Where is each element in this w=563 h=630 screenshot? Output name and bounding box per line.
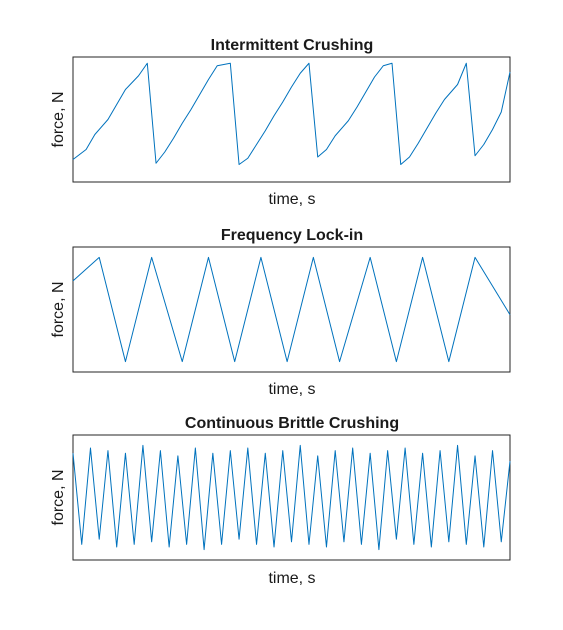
subplot-1-ylabel: force, N [50, 91, 67, 147]
subplot-2-ylabel: force, N [50, 281, 67, 337]
subplot-2-axes-box [72, 246, 511, 373]
subplot-2-title: Frequency Lock-in [221, 227, 363, 244]
subplot-3-title: Continuous Brittle Crushing [185, 415, 399, 432]
subplot-1-plot-area [72, 62, 511, 165]
subplot-1-title: Intermittent Crushing [211, 37, 374, 54]
subplot-3-plot-area [72, 444, 511, 551]
subplot-continuous-brittle-crushing: Continuous Brittle Crushing time, s forc… [50, 415, 511, 587]
subplot-3-xlabel: time, s [268, 570, 315, 587]
subplot-3-series-1-line [72, 444, 511, 551]
subplot-frequency-lock-in: Frequency Lock-in time, s force, N [50, 227, 511, 398]
subplot-2-series-1-line [72, 256, 511, 363]
subplot-1-axes-box [72, 56, 511, 183]
subplot-1-series-1-line [72, 62, 511, 165]
subplot-2-xlabel: time, s [268, 381, 315, 398]
subplot-intermittent-crushing: Intermittent Crushing time, s force, N [50, 37, 511, 208]
subplot-2-plot-area [72, 256, 511, 363]
subplot-1-xlabel: time, s [268, 191, 315, 208]
subplot-3-ylabel: force, N [50, 469, 67, 525]
